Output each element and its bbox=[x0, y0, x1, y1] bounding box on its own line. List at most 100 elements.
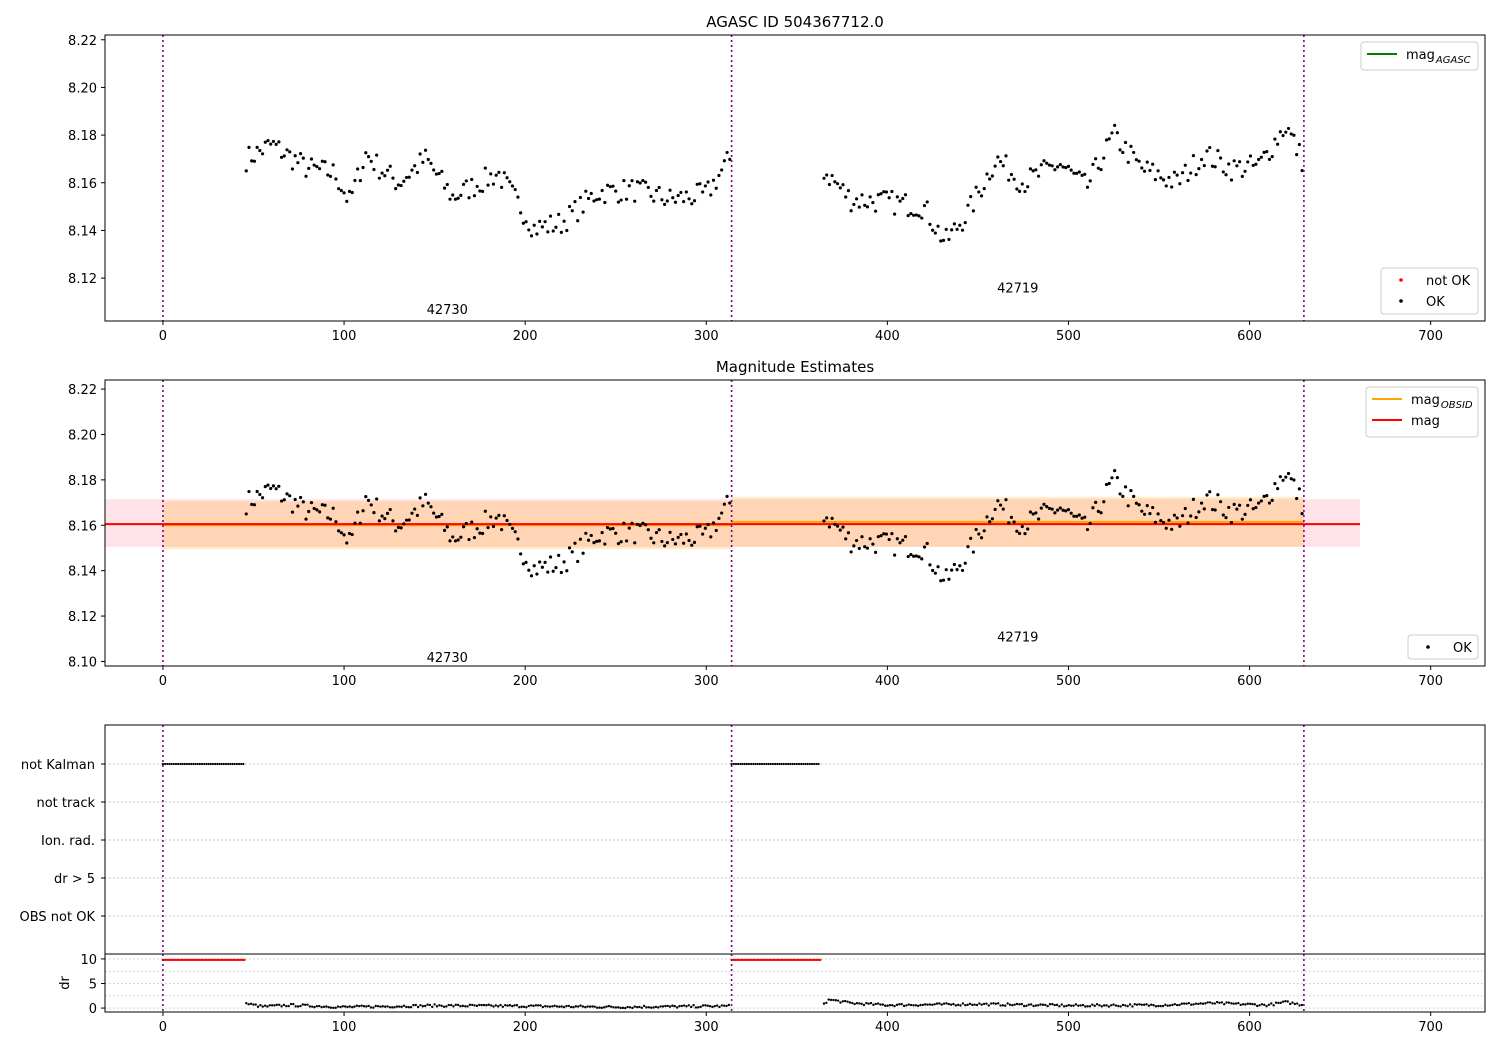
data-point bbox=[630, 179, 634, 183]
data-point bbox=[459, 535, 463, 539]
data-point bbox=[519, 552, 523, 556]
data-point bbox=[1289, 477, 1293, 481]
dr-point bbox=[909, 1003, 913, 1007]
data-point bbox=[1020, 524, 1024, 529]
dr-point bbox=[292, 1002, 295, 1006]
dr-axis-label: dr bbox=[58, 976, 73, 990]
data-point bbox=[825, 516, 829, 520]
dr-point bbox=[928, 1003, 932, 1006]
data-point bbox=[1066, 508, 1071, 512]
data-point bbox=[513, 187, 517, 192]
dr-point bbox=[294, 1005, 297, 1008]
dr-point bbox=[473, 1004, 476, 1007]
dr-point bbox=[266, 1005, 269, 1008]
dr-point bbox=[1211, 1002, 1214, 1005]
dr-point bbox=[400, 1005, 403, 1009]
data-point bbox=[1205, 493, 1209, 497]
dr-point bbox=[318, 1004, 321, 1008]
data-point bbox=[1004, 498, 1008, 502]
data-point bbox=[901, 538, 905, 542]
data-point bbox=[863, 545, 867, 549]
dr-point bbox=[701, 1004, 705, 1007]
panel-flags: not Kalman not track Ion. rad. dr > 5 OBS no… bbox=[20, 724, 1486, 955]
data-point bbox=[1238, 160, 1242, 164]
data-point bbox=[388, 507, 392, 512]
dr-point bbox=[376, 1004, 380, 1008]
data-point bbox=[260, 152, 265, 156]
data-point bbox=[331, 163, 335, 167]
dr-clipped-point bbox=[197, 958, 201, 962]
dr-point bbox=[978, 1002, 981, 1005]
data-point bbox=[282, 498, 286, 502]
data-point bbox=[453, 197, 458, 201]
data-point bbox=[309, 501, 314, 505]
dr-point bbox=[1142, 1003, 1146, 1006]
data-point bbox=[1075, 171, 1079, 175]
dr-point bbox=[898, 1003, 901, 1006]
dr-clipped-point bbox=[217, 958, 221, 962]
dr-point bbox=[433, 1003, 436, 1006]
data-point bbox=[939, 239, 943, 243]
flag-point bbox=[787, 762, 790, 766]
data-point bbox=[603, 200, 607, 205]
data-point bbox=[391, 176, 395, 180]
dr-point bbox=[1039, 1003, 1042, 1006]
data-point bbox=[437, 171, 441, 176]
data-point bbox=[1216, 493, 1220, 497]
data-point bbox=[1218, 156, 1223, 160]
data-point bbox=[1172, 513, 1177, 517]
flag-point bbox=[782, 762, 785, 766]
data-point bbox=[1300, 168, 1304, 173]
data-point bbox=[375, 497, 379, 501]
data-point bbox=[434, 172, 439, 176]
dr-point bbox=[1015, 1002, 1019, 1006]
data-point bbox=[906, 554, 910, 559]
data-point bbox=[1178, 524, 1182, 528]
dr-point bbox=[1154, 1005, 1158, 1008]
dr-clipped-point bbox=[744, 958, 748, 962]
data-point bbox=[508, 522, 512, 526]
y-tick-label: 8.16 bbox=[68, 177, 97, 192]
dr-clipped-point bbox=[753, 958, 757, 962]
dr-clipped-point bbox=[819, 958, 822, 962]
data-point bbox=[990, 174, 995, 178]
data-point bbox=[1066, 164, 1071, 168]
dr-point bbox=[440, 1004, 443, 1008]
dr-point bbox=[642, 1004, 646, 1008]
dr-clipped-point bbox=[737, 958, 741, 962]
dr-point bbox=[938, 1002, 941, 1005]
data-point bbox=[982, 529, 986, 533]
flag-point bbox=[758, 762, 761, 766]
data-point bbox=[912, 554, 916, 558]
y-tick-label: 8.12 bbox=[68, 272, 97, 287]
data-point bbox=[898, 541, 902, 545]
flag-point bbox=[194, 762, 197, 766]
dr-point bbox=[489, 1004, 493, 1007]
data-point bbox=[323, 160, 327, 164]
data-point bbox=[941, 238, 946, 243]
dr-point bbox=[1295, 1002, 1299, 1005]
data-point bbox=[993, 507, 997, 511]
dr-clipped-point bbox=[212, 958, 215, 962]
data-point bbox=[1061, 165, 1065, 169]
data-point bbox=[1246, 503, 1250, 508]
flag-point bbox=[800, 762, 803, 766]
data-point bbox=[1186, 521, 1190, 525]
dr-point bbox=[1119, 1005, 1122, 1008]
dr-clipped-point bbox=[775, 958, 779, 962]
dr-point bbox=[973, 1003, 976, 1006]
data-point bbox=[440, 512, 444, 516]
data-point bbox=[974, 185, 978, 189]
data-point bbox=[947, 237, 951, 242]
data-point bbox=[282, 154, 286, 158]
dr-point bbox=[1239, 1003, 1242, 1007]
data-point bbox=[347, 531, 352, 536]
dr-point bbox=[532, 1004, 535, 1008]
data-point bbox=[903, 193, 908, 197]
data-point bbox=[489, 515, 493, 519]
data-point bbox=[605, 526, 610, 530]
dr-point bbox=[595, 1006, 599, 1009]
dr-point bbox=[522, 1005, 526, 1009]
dr-point bbox=[398, 1005, 401, 1008]
data-point bbox=[1080, 516, 1084, 520]
